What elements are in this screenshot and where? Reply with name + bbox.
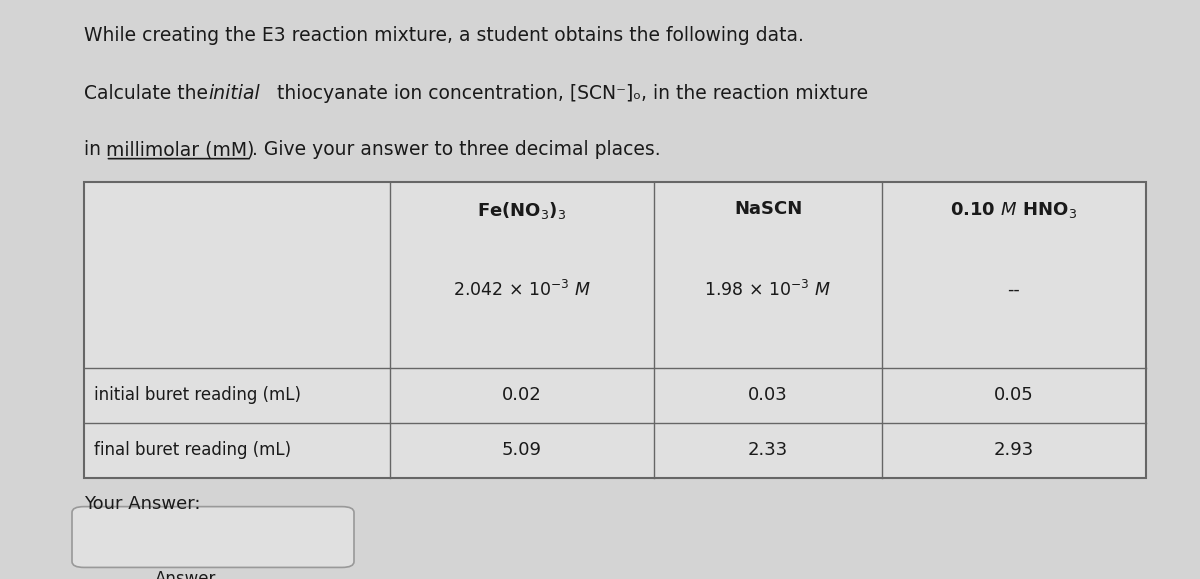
Text: Answer: Answer bbox=[155, 570, 217, 579]
Text: 0.02: 0.02 bbox=[502, 386, 542, 404]
Text: Fe(NO$_3$)$_3$: Fe(NO$_3$)$_3$ bbox=[478, 200, 566, 221]
Text: NaSCN: NaSCN bbox=[734, 200, 802, 218]
Text: 0.05: 0.05 bbox=[994, 386, 1034, 404]
Text: Calculate the: Calculate the bbox=[84, 84, 214, 103]
Text: initial buret reading (mL): initial buret reading (mL) bbox=[94, 386, 301, 404]
Text: millimolar (mM): millimolar (mM) bbox=[106, 140, 254, 159]
Text: in: in bbox=[84, 140, 107, 159]
Text: 0.10 $\mathit{M}$ HNO$_3$: 0.10 $\mathit{M}$ HNO$_3$ bbox=[950, 200, 1078, 220]
Bar bbox=[84, 182, 1146, 478]
FancyBboxPatch shape bbox=[72, 507, 354, 567]
Text: final buret reading (mL): final buret reading (mL) bbox=[94, 441, 290, 459]
Text: . Give your answer to three decimal places.: . Give your answer to three decimal plac… bbox=[252, 140, 661, 159]
Text: initial: initial bbox=[209, 84, 260, 103]
Text: While creating the E3 reaction mixture, a student obtains the following data.: While creating the E3 reaction mixture, … bbox=[84, 26, 804, 45]
Text: thiocyanate ion concentration, [SCN⁻]ₒ, in the reaction mixture: thiocyanate ion concentration, [SCN⁻]ₒ, … bbox=[271, 84, 869, 103]
Text: 5.09: 5.09 bbox=[502, 441, 542, 459]
Text: --: -- bbox=[1008, 280, 1020, 299]
Text: 2.042 × 10$^{-3}$ $M$: 2.042 × 10$^{-3}$ $M$ bbox=[452, 280, 592, 299]
Text: 2.93: 2.93 bbox=[994, 441, 1034, 459]
Text: 1.98 × 10$^{-3}$ $M$: 1.98 × 10$^{-3}$ $M$ bbox=[704, 280, 832, 299]
Text: Your Answer:: Your Answer: bbox=[84, 495, 200, 513]
Text: 0.03: 0.03 bbox=[748, 386, 788, 404]
Text: 2.33: 2.33 bbox=[748, 441, 788, 459]
